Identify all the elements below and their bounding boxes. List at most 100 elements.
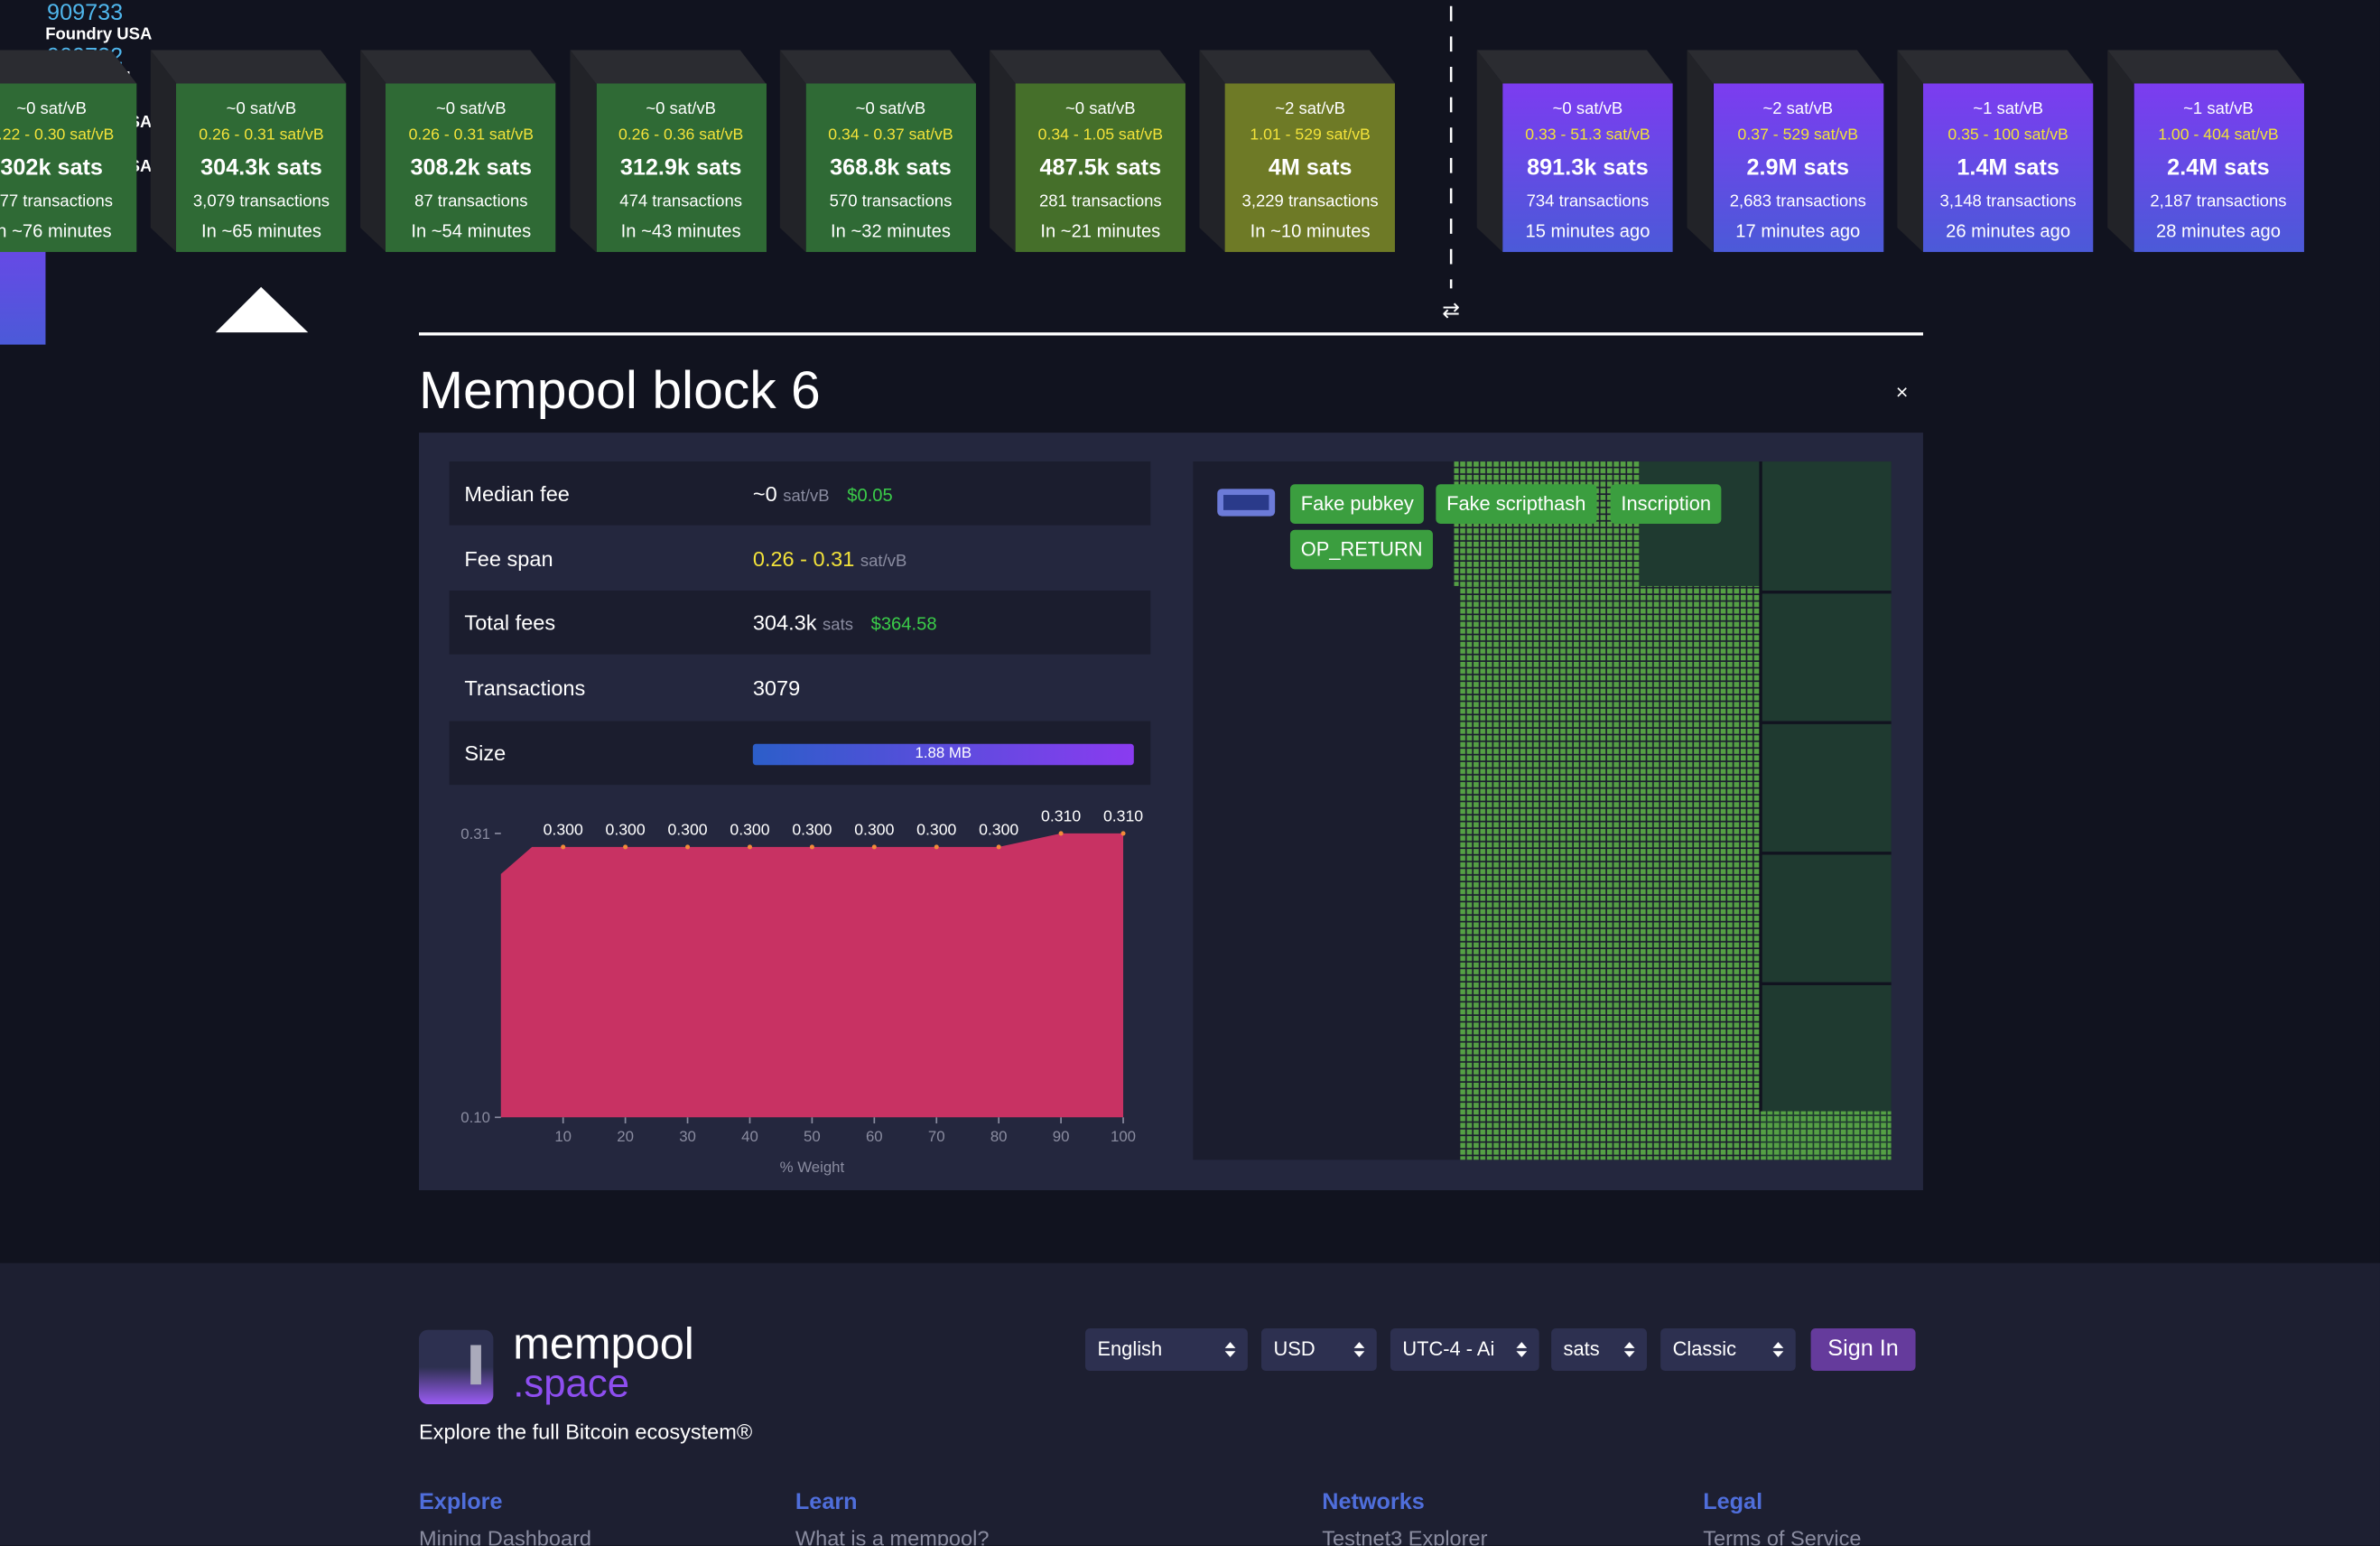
transactions: 281 transactions (1038, 192, 1162, 211)
age: 17 minutes ago (1735, 219, 1861, 242)
point (871, 844, 877, 850)
mempool-block[interactable]: ~0 sat/vB 0.22 - 0.30 sat/vB 302k sats 377 … (0, 83, 137, 253)
eta: In ~54 minutes (411, 219, 532, 242)
block-top (0, 50, 137, 84)
column-title[interactable]: Legal (1703, 1489, 1763, 1515)
data-label: 0.300 (667, 820, 707, 838)
logo-sub: .space (513, 1360, 630, 1406)
age: 15 minutes ago (1525, 219, 1650, 242)
block-side (990, 50, 1016, 253)
mempool-block[interactable]: ~0 sat/vB 0.34 - 0.37 sat/vB 368.8k sats 57… (805, 83, 976, 253)
transactions: 87 transactions (414, 192, 528, 211)
area (500, 833, 1124, 1118)
mempool-block[interactable]: ~0 sat/vB 0.26 - 0.36 sat/vB 312.9k sats 47… (595, 83, 767, 253)
block[interactable]: ~1 sat/vB 0.35 - 100 sat/vB 1.4M sats 3,148… (1922, 83, 2094, 253)
tag[interactable]: Fake scripthash (1436, 484, 1597, 524)
column-link[interactable]: What is a mempool? (795, 1525, 990, 1546)
fee: ~1 sat/vB (1973, 99, 2043, 119)
x-tick-label: 30 (679, 1128, 696, 1145)
select-arrow (1772, 1342, 1784, 1357)
column-title[interactable]: Learn (795, 1489, 858, 1515)
block-top (2107, 50, 2304, 84)
point (561, 844, 566, 850)
fee: ~0 sat/vB (16, 99, 87, 119)
fiat: $364.58 (870, 613, 937, 635)
transactions: 474 transactions (619, 192, 742, 211)
block[interactable]: ~0 sat/vB 0.33 - 51.3 sat/vB 891.3k sats 73… (1502, 83, 1673, 253)
mempool-block[interactable]: ~0 sat/vB 0.34 - 1.05 sat/vB 487.5k sats 28… (1015, 83, 1185, 253)
label: Total fees (464, 610, 556, 635)
data-label: 0.310 (1103, 806, 1143, 824)
column-link[interactable]: Testnet3 Explorer (1322, 1525, 1488, 1546)
logo-icon (418, 1329, 494, 1405)
data-label: 0.300 (730, 820, 769, 838)
sats: 2.9M sats (1746, 154, 1850, 182)
age: 28 minutes ago (2155, 219, 2281, 242)
eta: In ~32 minutes (831, 219, 951, 242)
age: 26 minutes ago (1946, 219, 2071, 242)
select-value: UTC-4 - Ai (1402, 1337, 1495, 1361)
selected-arrow (215, 286, 309, 333)
select[interactable]: UTC-4 - Ai (1390, 1327, 1539, 1372)
transactions: 3,148 transactions (1939, 192, 2077, 211)
block-side (1199, 50, 1226, 253)
tag[interactable]: OP_RETURN (1289, 529, 1434, 570)
label: Transactions (464, 675, 586, 700)
block-top (1897, 50, 2094, 84)
column-title[interactable]: Explore (418, 1489, 503, 1515)
block-side (1897, 50, 1923, 253)
fee: ~1 sat/vB (2183, 99, 2254, 119)
close-button[interactable]: × (1895, 379, 1909, 405)
fee: ~0 sat/vB (646, 99, 716, 119)
detail-title: Mempool block 6 (418, 361, 821, 421)
block-top (990, 50, 1185, 84)
fee: ~2 sat/vB (1762, 99, 1834, 119)
column-link[interactable]: Terms of Service (1703, 1525, 1862, 1546)
data-label: 0.310 (1041, 806, 1081, 824)
x-axis-label: % Weight (780, 1159, 845, 1176)
fee: ~0 sat/vB (1552, 99, 1623, 119)
transactions: 2,683 transactions (1729, 192, 1866, 211)
point (996, 844, 1001, 850)
value: 3079 (752, 675, 801, 700)
tag[interactable]: Fake pubkey (1289, 484, 1425, 524)
eta: In ~76 minutes (0, 219, 112, 242)
svg-text:⇄: ⇄ (1442, 298, 1460, 321)
block[interactable]: ~2 sat/vB 0.37 - 529 sat/vB 2.9M sats 2,683… (1713, 83, 1883, 253)
sign-in[interactable]: Sign In (1810, 1327, 1916, 1372)
block-top (1476, 50, 1673, 84)
block-height[interactable]: 909733 (47, 0, 124, 26)
row-size: Size 1.88 MB (449, 721, 1151, 786)
x-tick-label: 50 (804, 1128, 821, 1145)
mempool-block[interactable]: ~2 sat/vB 1.01 - 529 sat/vB 4M sats 3,229 t… (1224, 83, 1396, 253)
block-top (360, 50, 556, 84)
row-total-fees: Total fees 304.3k sats $364.58 (449, 590, 1151, 655)
column-link[interactable]: Mining Dashboard (418, 1525, 592, 1546)
fee-range: 1.01 - 529 sat/vB (1250, 126, 1371, 144)
x-tick-label: 40 (741, 1128, 758, 1145)
x-tick-label: 90 (1053, 1128, 1070, 1145)
column-title[interactable]: Networks (1322, 1489, 1425, 1515)
select[interactable]: Classic (1660, 1327, 1796, 1372)
fee-range: 1.00 - 404 sat/vB (2158, 126, 2279, 144)
point (809, 844, 814, 850)
select-value: English (1097, 1337, 1163, 1361)
fee-range: 0.26 - 0.31 sat/vB (408, 126, 534, 144)
block[interactable]: ~1 sat/vB 1.00 - 404 sat/vB 2.4M sats 2,187… (2133, 83, 2304, 253)
select[interactable]: English (1085, 1327, 1248, 1372)
select-arrow (1516, 1342, 1528, 1357)
block-side (150, 50, 177, 253)
x-tick-label: 10 (554, 1128, 572, 1145)
mempool-block[interactable]: ~0 sat/vB 0.26 - 0.31 sat/vB 304.3k sats 3,… (176, 83, 347, 253)
fiat: $0.05 (847, 484, 893, 506)
block-top (570, 50, 767, 84)
label: Size (464, 740, 507, 766)
transactions: 734 transactions (1526, 192, 1650, 211)
mempool-block[interactable]: ~0 sat/vB 0.26 - 0.31 sat/vB 308.2k sats 87… (386, 83, 556, 253)
footer-bg (0, 1262, 2380, 1546)
select[interactable]: sats (1551, 1327, 1648, 1372)
select[interactable]: USD (1261, 1327, 1377, 1372)
tag[interactable]: Inscription (1610, 484, 1722, 524)
